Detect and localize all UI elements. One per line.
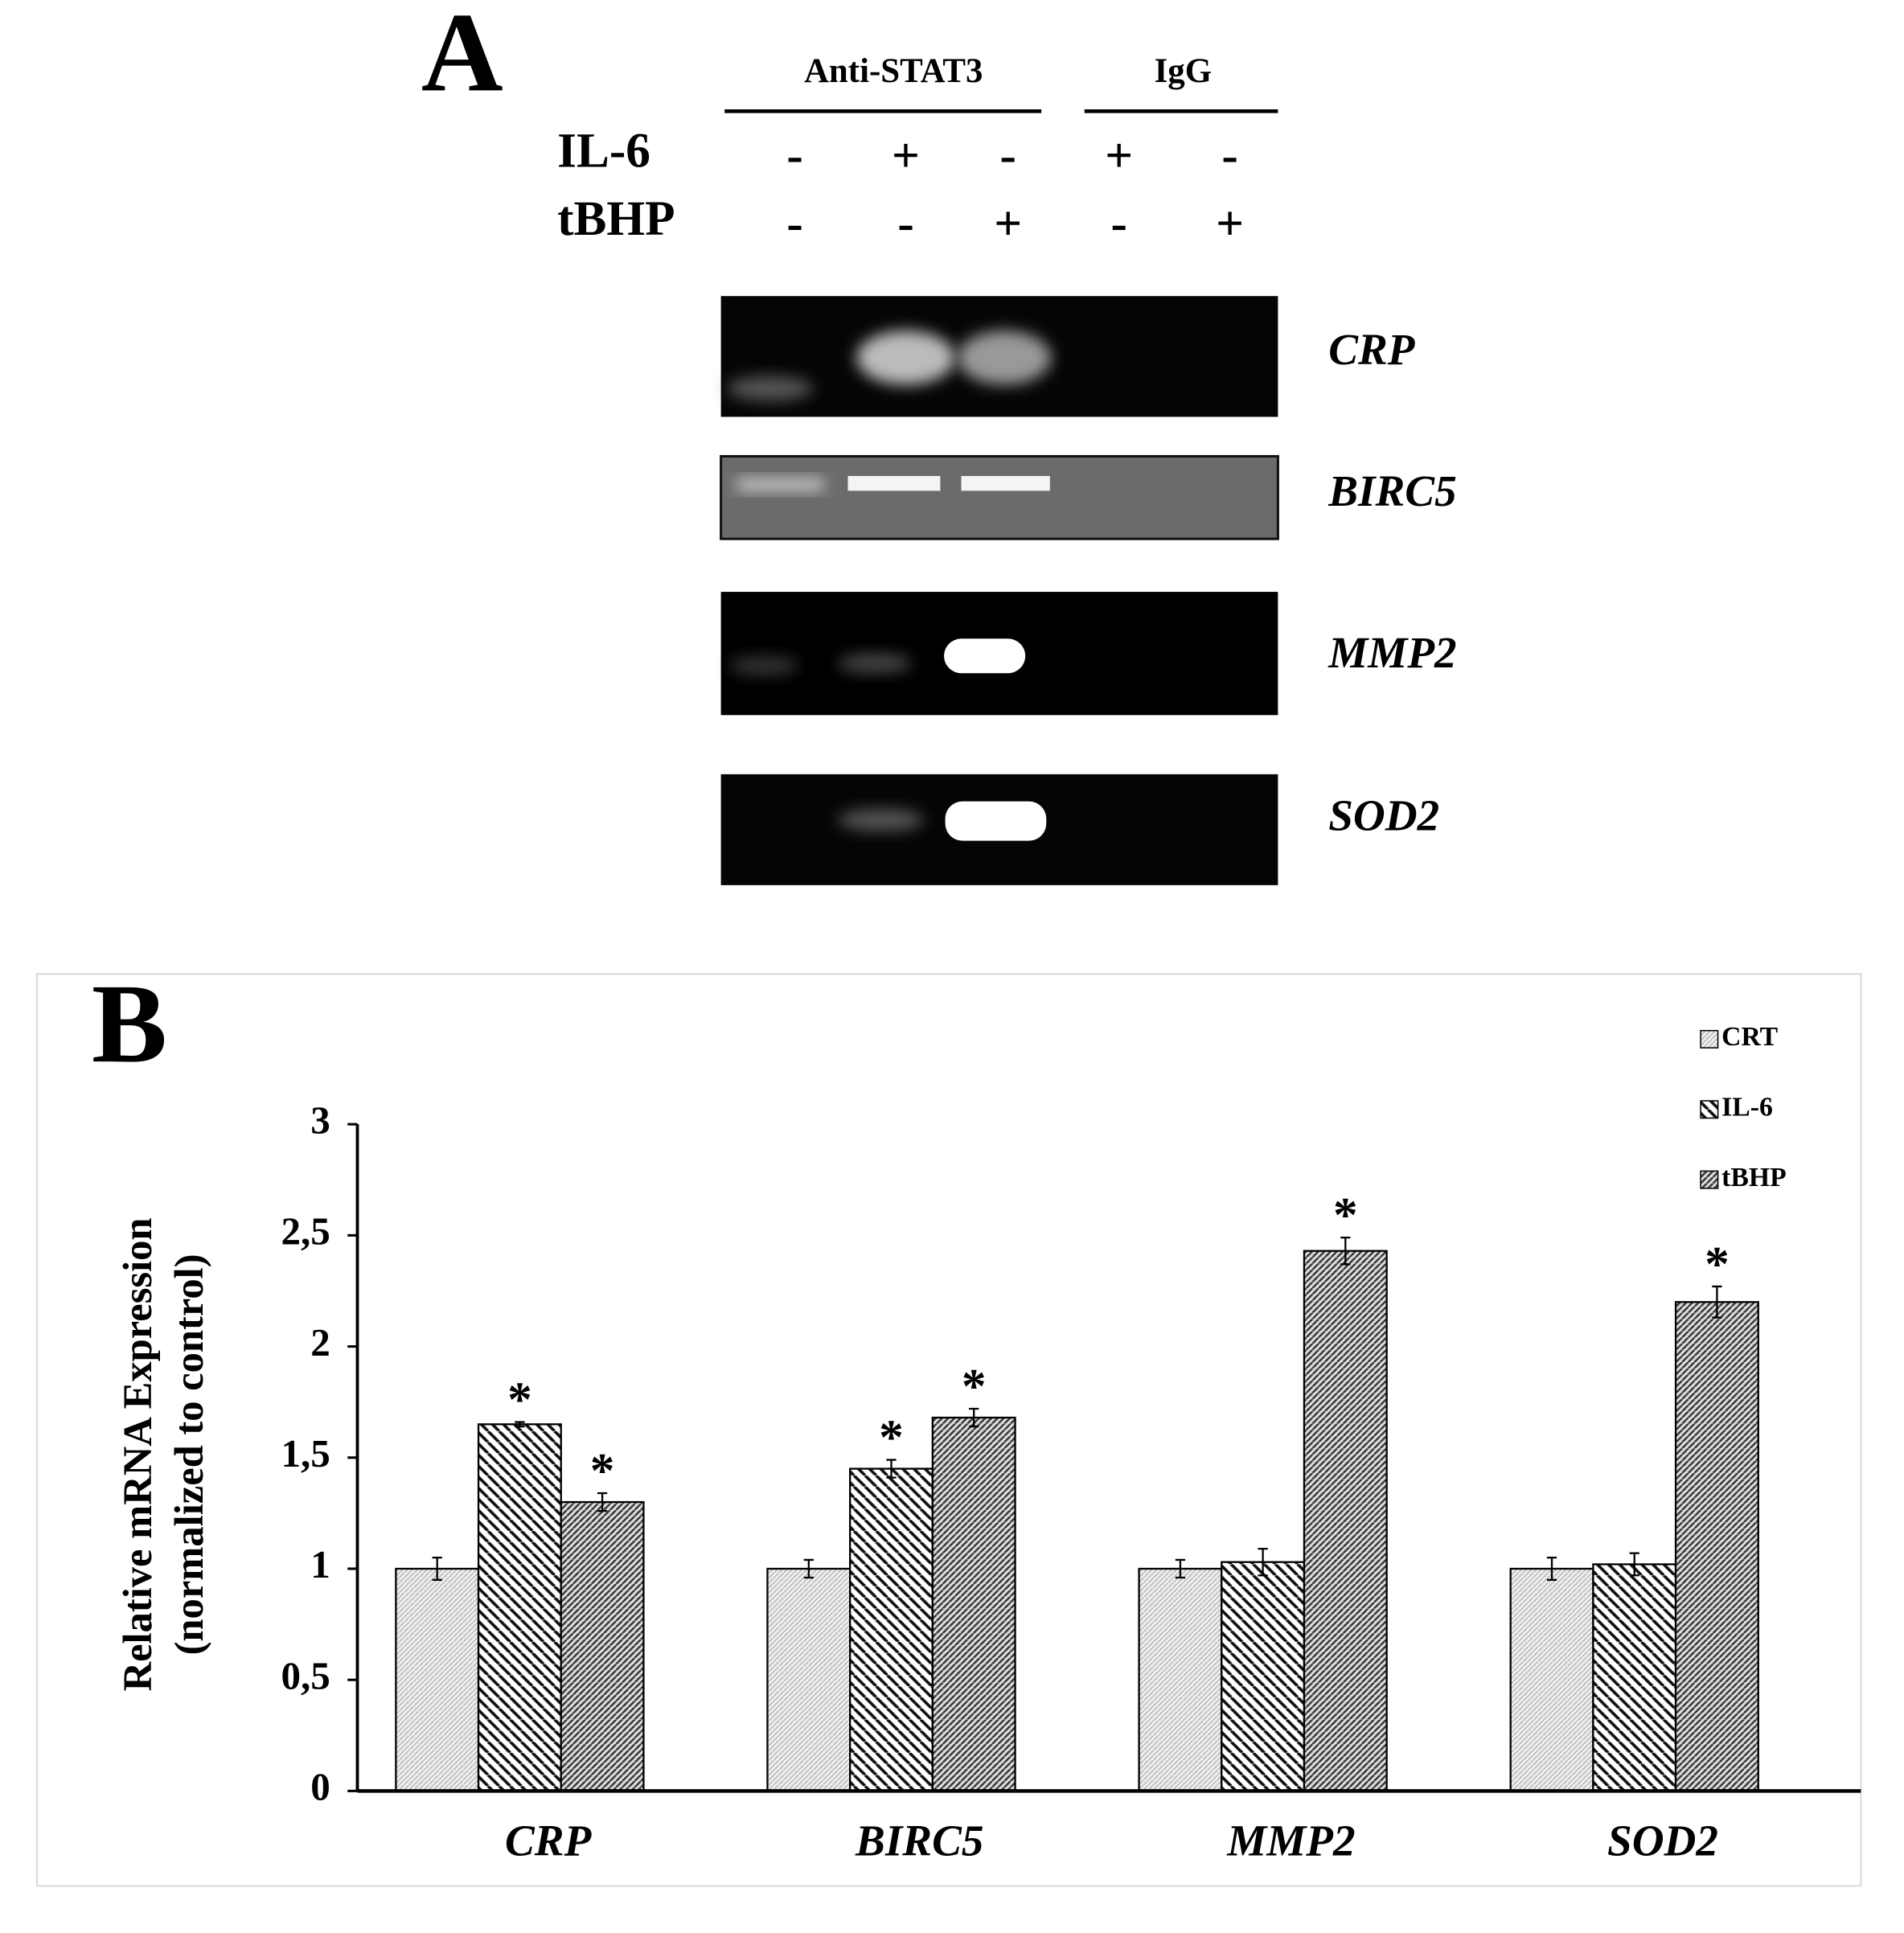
row-label: IL-6 <box>557 124 650 179</box>
treatment-sign: + <box>1216 196 1244 251</box>
x-tick-label: BIRC5 <box>855 1816 983 1865</box>
significance-marker: * <box>879 1410 904 1465</box>
row-label: tBHP <box>557 191 675 246</box>
y-axis-label: Relative mRNA Expression <box>115 1217 160 1691</box>
significance-marker: * <box>507 1373 532 1427</box>
treatment-sign: - <box>786 129 802 183</box>
y-tick-label: 0 <box>310 1765 330 1809</box>
error-bar <box>886 1459 897 1479</box>
panel-label: B <box>92 961 167 1086</box>
bar <box>1509 1567 1594 1792</box>
gene-label: MMP2 <box>1327 628 1456 677</box>
gene-label: BIRC5 <box>1327 466 1456 515</box>
group-label: IgG <box>1155 52 1213 90</box>
treatment-sign: - <box>1000 129 1016 183</box>
legend-swatch <box>1700 1170 1719 1189</box>
y-tick-label: 0,5 <box>281 1653 330 1697</box>
legend-swatch <box>1700 1100 1719 1119</box>
significance-marker: * <box>962 1360 987 1414</box>
bar <box>1138 1567 1223 1792</box>
x-tick-label: MMP2 <box>1226 1816 1355 1865</box>
y-tick-label: 1 <box>310 1542 330 1586</box>
error-bar <box>515 1421 525 1428</box>
significance-marker: * <box>1705 1237 1730 1292</box>
x-tick-label: CRP <box>505 1816 593 1865</box>
gene-label: SOD2 <box>1328 790 1439 839</box>
y-axis-label: (normalized to control) <box>166 1254 211 1655</box>
bar <box>1221 1561 1306 1792</box>
bar <box>931 1416 1016 1792</box>
significance-marker: * <box>590 1444 615 1499</box>
legend-label: tBHP <box>1721 1163 1787 1192</box>
error-bar <box>1712 1285 1722 1319</box>
error-bar <box>969 1407 979 1428</box>
treatment-sign: + <box>892 129 920 183</box>
error-bar <box>1175 1558 1186 1579</box>
error-bar <box>1340 1236 1351 1266</box>
bar <box>766 1567 851 1792</box>
x-tick-label: SOD2 <box>1607 1816 1718 1865</box>
bar <box>395 1567 480 1792</box>
bar <box>1592 1563 1677 1792</box>
y-tick-label: 1,5 <box>281 1431 330 1475</box>
treatment-sign: - <box>1110 196 1126 251</box>
bar <box>1674 1301 1759 1792</box>
y-tick-label: 2,5 <box>281 1209 330 1254</box>
y-tick-label: 2 <box>310 1320 330 1365</box>
error-bar <box>1546 1557 1557 1581</box>
significance-marker: * <box>1333 1188 1358 1243</box>
bar <box>477 1423 562 1792</box>
gel-images <box>35 109 1862 1887</box>
error-bar <box>1258 1547 1268 1577</box>
treatment-sign: + <box>1105 129 1133 183</box>
error-bar <box>432 1557 442 1581</box>
treatment-sign: - <box>897 196 913 251</box>
error-bar <box>597 1492 608 1512</box>
treatment-sign: + <box>994 196 1022 251</box>
treatment-sign: - <box>1221 129 1237 183</box>
legend-label: CRT <box>1721 1022 1778 1052</box>
bar <box>1303 1250 1388 1792</box>
legend-label: IL-6 <box>1721 1093 1773 1122</box>
treatment-sign: - <box>786 196 802 251</box>
y-tick-label: 3 <box>310 1098 330 1142</box>
bar <box>849 1467 934 1792</box>
error-bar <box>803 1558 814 1579</box>
error-bar <box>1629 1552 1639 1577</box>
group-label: Anti-STAT3 <box>804 52 983 90</box>
bar <box>560 1500 645 1792</box>
legend-swatch <box>1700 1029 1719 1049</box>
gene-label: CRP <box>1328 325 1416 374</box>
panel-label: A <box>421 0 503 115</box>
